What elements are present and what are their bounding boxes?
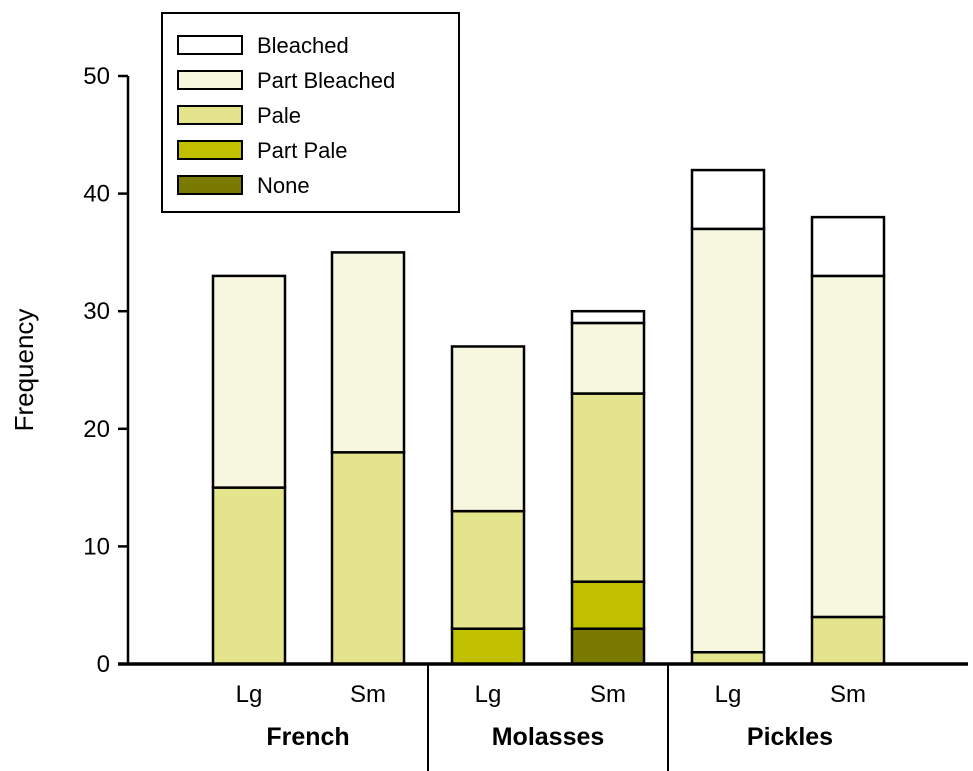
x-tick-label: Sm (590, 681, 626, 708)
bar-segment-part-bleached (570, 321, 646, 395)
y-tick-label: 0 (97, 651, 110, 678)
y-tick-label: 50 (83, 63, 110, 90)
y-axis-label: Frequency (9, 309, 39, 432)
legend-swatch-part-pale (177, 140, 243, 160)
x-tick-label: Lg (236, 681, 263, 708)
bar-segment-bleached (810, 215, 886, 278)
legend-label-part-bleached: Part Bleached (257, 68, 395, 93)
legend-label-none: None (257, 173, 310, 198)
bar-segment-pale (330, 451, 406, 666)
bar-segment-bleached (570, 309, 646, 325)
y-tick-label: 30 (83, 298, 110, 325)
legend-label-pale: Pale (257, 103, 301, 128)
x-tick-label: Sm (350, 681, 386, 708)
bar-segment-part-bleached (450, 345, 526, 513)
legend-label-bleached: Bleached (257, 33, 349, 58)
bar-segment-part-bleached (330, 251, 406, 454)
y-tick-label: 20 (83, 416, 110, 443)
bar-segment-part-bleached (690, 227, 766, 654)
bar-segment-pale (690, 650, 766, 666)
legend-swatch-bleached (177, 35, 243, 55)
y-tick-label: 40 (83, 181, 110, 208)
bars-layer (211, 168, 886, 666)
bar-segment-bleached (690, 168, 766, 231)
bar-segment-part-pale (570, 580, 646, 630)
x-tick-label: Sm (830, 681, 866, 708)
bar-segment-none (570, 627, 646, 666)
legend-swatch-none (177, 175, 243, 195)
bar-segment-part-bleached (211, 274, 287, 489)
bar-segment-part-pale (450, 627, 526, 666)
legend-label-part-pale: Part Pale (257, 138, 348, 163)
legend-swatch-pale (177, 105, 243, 125)
x-tick-label: Lg (715, 681, 742, 708)
group-label-french: French (266, 723, 349, 751)
legend: Bleached Part Bleached Pale Part Pale None (161, 12, 460, 213)
bar-segment-pale (570, 392, 646, 583)
x-tick-label: Lg (475, 681, 502, 708)
legend-swatch-part-bleached (177, 70, 243, 90)
group-label-pickles: Pickles (747, 723, 833, 751)
bar-segment-pale (450, 509, 526, 630)
bar-segment-pale (211, 486, 287, 666)
bar-segment-pale (810, 615, 886, 666)
y-tick-label: 10 (83, 533, 110, 560)
group-label-molasses: Molasses (492, 723, 605, 751)
bar-segment-part-bleached (810, 274, 886, 619)
